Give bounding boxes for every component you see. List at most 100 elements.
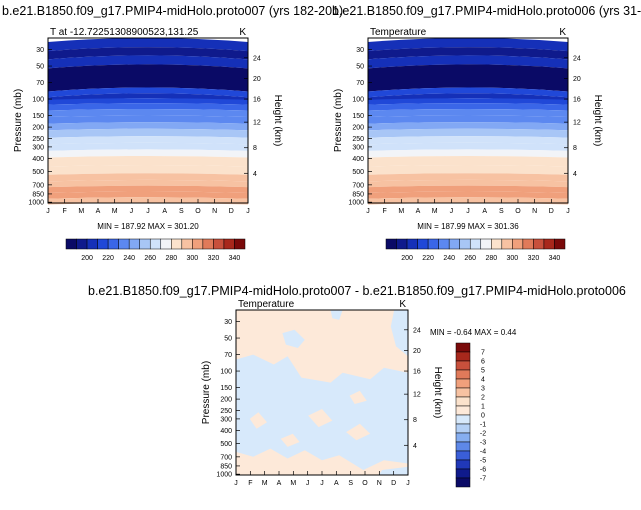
panel-c-positive-region	[249, 412, 267, 429]
panel-b-colorbar: 200 220 240 260 280 300 320 340	[385, 238, 566, 262]
panel-a-band	[48, 55, 248, 69]
panel-c-subtitle-right: K	[399, 299, 406, 310]
colorbar-cell	[455, 405, 471, 416]
colorbar-label: 220	[102, 255, 114, 262]
panel-c-ytick-label: 700	[220, 454, 232, 461]
colorbar-label: -3	[480, 440, 486, 447]
colorbar-cell	[455, 387, 471, 398]
panel-c-xtick-label: M	[290, 480, 296, 487]
panel-a-band	[48, 108, 248, 118]
colorbar-cell	[455, 423, 471, 434]
colorbar-label: 3	[481, 386, 485, 393]
panel-b-xtick-label: A	[416, 208, 421, 215]
panel-b-band	[368, 179, 568, 188]
colorbar-cell	[396, 238, 408, 250]
panel-a-ytick-label: 400	[32, 156, 44, 163]
panel-a-ytick-label: 50	[36, 64, 44, 71]
colorbar-cell	[455, 459, 471, 470]
panel-b-band	[368, 93, 568, 103]
panel-b-ytick-label: 400	[352, 156, 364, 163]
panel-b-rtick-label: 16	[573, 97, 581, 104]
panel-a-band	[48, 93, 248, 103]
colorbar-label: 280	[485, 255, 497, 262]
colorbar-cell	[455, 351, 471, 362]
panel-a-ytick-label: 250	[32, 136, 44, 143]
colorbar-cell	[501, 238, 513, 250]
panel-a-band	[48, 103, 248, 111]
panel-c-rtick-label: 24	[413, 327, 421, 334]
colorbar-label: 4	[481, 377, 485, 384]
panel-a-colorbar: 200 220 240 260 280 300 320 340	[65, 238, 246, 262]
colorbar-cell	[455, 432, 471, 443]
panel-a-fill	[48, 38, 248, 205]
panel-b-xtick-label: A	[482, 208, 487, 215]
panel-c-xtick-label: A	[334, 480, 339, 487]
panel-c-ytick-label: 500	[220, 441, 232, 448]
panel-b-ytick-label: 300	[352, 144, 364, 151]
panel-b-xtick-label: D	[549, 208, 554, 215]
colorbar-cell	[438, 238, 450, 250]
panel-b-ytick-label: 250	[352, 136, 364, 143]
panel-c-xtick-label: J	[234, 480, 238, 487]
panel-c-subtitle-left: Temperature	[238, 299, 295, 310]
panel-b-ytick-label: 500	[352, 169, 364, 176]
colorbar-label: 5	[481, 368, 485, 375]
colorbar-label: 280	[165, 255, 177, 262]
colorbar-cell	[455, 477, 471, 488]
panel-c-positive-region	[280, 433, 300, 447]
panel-c-negative-region	[330, 310, 343, 320]
panel-a-xtick-label: J	[46, 208, 50, 215]
colorbar-cell	[491, 238, 503, 250]
colorbar-cell	[543, 238, 555, 250]
panel-b-band	[368, 122, 568, 131]
panel-b-band	[368, 98, 568, 105]
colorbar-cell	[234, 238, 246, 250]
colorbar-label: -5	[480, 458, 486, 465]
panel-b-xtick-label: J	[566, 208, 570, 215]
panel-b-band	[368, 115, 568, 124]
colorbar-cell	[192, 238, 204, 250]
colorbar-cell	[213, 238, 225, 250]
colorbar-label: 300	[507, 255, 519, 262]
panel-a-ytick-label: 500	[32, 169, 44, 176]
panel-b-rtick-label: 24	[573, 55, 581, 62]
panel-a-ytick-label: 70	[36, 80, 44, 87]
panel-b-ytick-label: 1000	[348, 200, 364, 207]
colorbar-cell	[512, 238, 524, 250]
colorbar-cell	[455, 468, 471, 479]
panel-a-title: b.e21.B1850.f09_g17.PMIP4-midHolo.proto0…	[2, 4, 344, 18]
panel-b-xtick-label: O	[515, 208, 521, 215]
colorbar-cell	[554, 238, 566, 250]
colorbar-cell	[160, 238, 172, 250]
panel-b-title: b.e21.B1850.f09_g17.PMIP4-midHolo.proto0…	[332, 4, 641, 18]
colorbar-cell	[455, 360, 471, 371]
panel-c-ytick-label: 850	[220, 463, 232, 470]
colorbar-label: 6	[481, 359, 485, 366]
panel-c-ytick-label: 200	[220, 397, 232, 404]
panel-c-xtick-label: D	[391, 480, 396, 487]
colorbar-cell	[455, 441, 471, 452]
panel-b-band	[368, 128, 568, 138]
colorbar-cell	[455, 450, 471, 461]
colorbar-cell	[202, 238, 214, 250]
colorbar-label: 240	[443, 255, 455, 262]
panel-c-xtick-label: J	[406, 480, 410, 487]
colorbar-label: -2	[480, 431, 486, 438]
colorbar-label: 320	[208, 255, 220, 262]
colorbar-cell	[171, 238, 183, 250]
colorbar-cell	[406, 238, 418, 250]
panel-a-plot: T at -12.72251308900523,131.25 K 30 50 70 100…	[13, 27, 283, 231]
colorbar-label: 0	[481, 413, 485, 420]
colorbar-label: 300	[187, 255, 199, 262]
panel-a-rtick-label: 8	[253, 145, 257, 152]
panel-b-xtick-label: J	[466, 208, 470, 215]
panel-a-rtick-label: 12	[253, 120, 261, 127]
panel-a-band	[48, 191, 248, 199]
panel-b-rtick-label: 20	[573, 76, 581, 83]
panel-c-positive-region	[346, 423, 371, 441]
panel-c-xtick-label: N	[377, 480, 382, 487]
panel-b-subtitle-left: Temperature	[370, 27, 427, 38]
panel-a-ytick-label: 30	[36, 47, 44, 54]
colorbar-cell	[455, 369, 471, 380]
panel-b-rtick-label: 4	[573, 171, 577, 178]
